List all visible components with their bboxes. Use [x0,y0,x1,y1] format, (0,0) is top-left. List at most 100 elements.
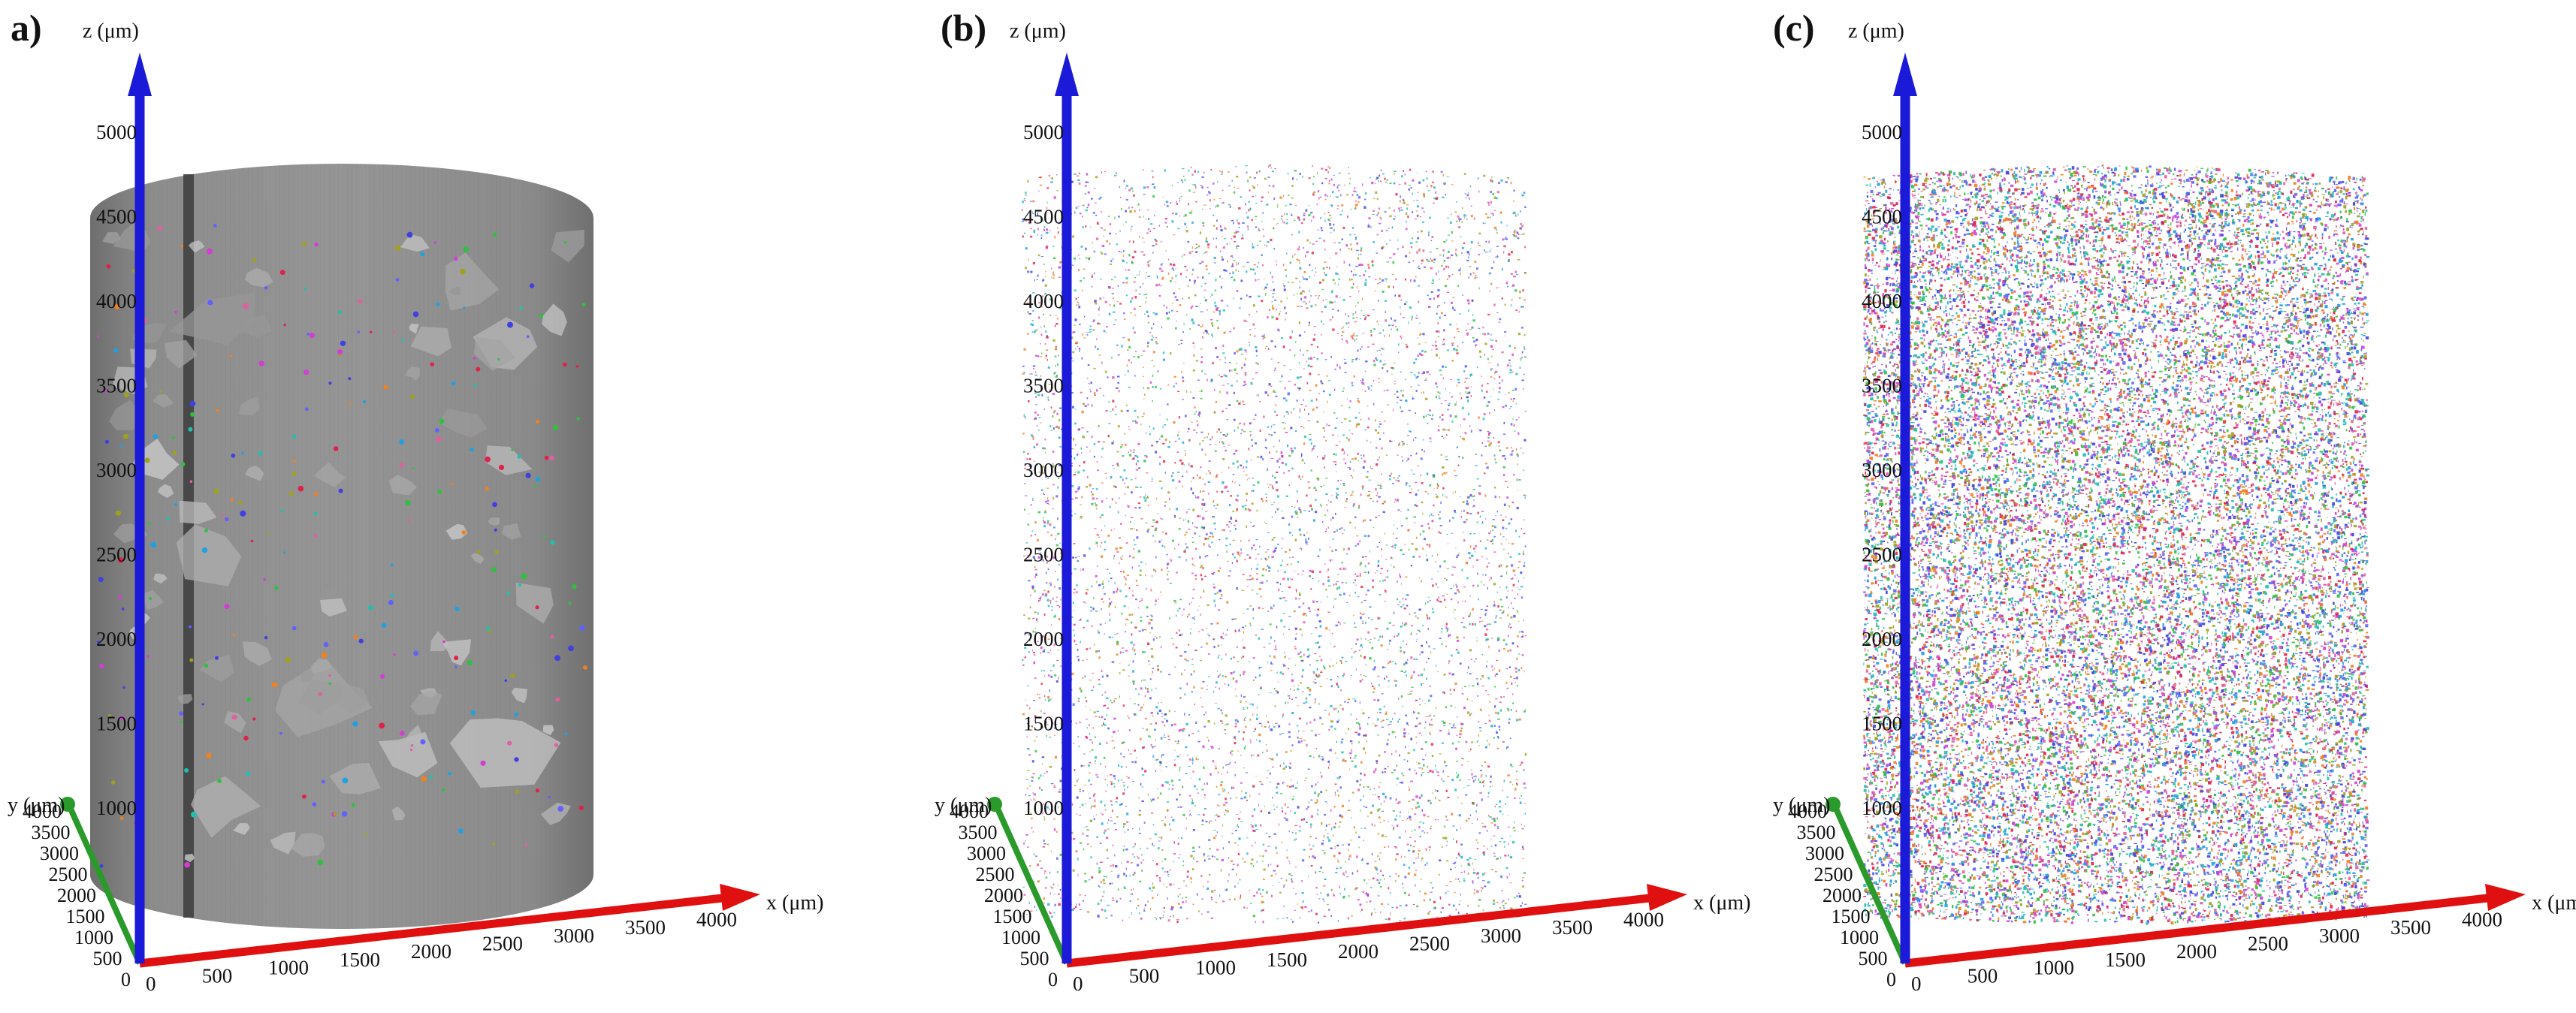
particle-point [1259,240,1261,242]
particle-point [1040,185,1042,186]
particle-point [1209,822,1210,824]
particle-point [1237,560,1238,562]
particle-point [1372,686,1374,687]
particle-point [1398,295,1400,297]
particle-point [1367,387,1370,388]
particle-point [1522,351,1524,354]
particle-point [1160,592,1161,593]
particle-point [1433,648,1436,649]
particle-point [1082,677,1083,679]
particle-point [1124,888,1126,889]
particle-point [1213,225,1216,227]
particle-point [1169,784,1170,785]
particle-point [1299,718,1301,720]
particle-point [1318,871,1321,872]
particle-point [1109,572,1110,574]
particle-point [1509,666,1511,668]
particle-point [1213,760,1215,762]
particle-point [1113,700,1114,702]
particle-point [1335,823,1336,825]
particle-point [1508,718,1510,720]
particle-point [1097,348,1099,351]
particle-point [1079,348,1080,350]
particle-point [1454,689,1455,691]
particle-point [1151,481,1152,482]
particle-point [1094,443,1095,445]
particle-point [1508,607,1509,608]
particle-point [1090,326,1092,327]
particle-point [1206,309,1208,310]
particle-point [1391,317,1392,320]
particle-point [1291,680,1294,682]
particle-point [1149,838,1152,839]
particle-point [1231,276,1233,278]
particle-point [1322,279,1324,282]
particle-point [1476,339,1478,341]
particle-point [1032,588,1034,589]
particle-point [1487,677,1490,680]
surface-particle [153,434,158,439]
particle-point [1150,799,1151,800]
particle-point [1516,402,1517,404]
particle-point [1373,363,1376,366]
particle-point [1238,818,1240,819]
particle-point [1456,840,1457,843]
particle-point [1263,844,1264,846]
particle-point [1079,903,1080,906]
particle-point [1394,731,1396,733]
particle-point [1315,490,1317,491]
particle-point [1037,425,1038,427]
particle-point [1389,335,1390,337]
particle-point [1202,819,1204,822]
particle-point [1184,464,1185,466]
particle-point [1136,487,1138,488]
particle-point [1156,441,1158,442]
particle-point [1032,320,1034,321]
y-tick-label: 0 [121,969,131,990]
particle-point [1421,748,1422,750]
particle-point [1437,289,1439,291]
particle-point [1271,359,1273,360]
particle-point [1348,849,1349,852]
particle-point [1149,888,1151,890]
particle-point [1174,841,1176,843]
particle-point [1499,841,1501,842]
particle-point [1438,430,1440,432]
particle-point [1357,302,1359,303]
particle-point [1221,781,1223,782]
particle-point [1091,503,1093,505]
particle-point [1169,508,1170,510]
particle-point [1152,535,1154,536]
particle-point [1124,319,1126,321]
particle-point [1478,899,1481,901]
particle-point [1524,710,1526,712]
particle-point [1442,429,1445,431]
particle-point [1435,494,1436,495]
particle-point [1378,496,1380,498]
particle-point [1444,825,1445,826]
particle-point [1182,331,1184,333]
particle-point [1471,215,1473,217]
particle-point [1334,826,1336,828]
particle-point [1137,456,1139,458]
particle-point [1037,234,1038,237]
particle-point [1035,750,1037,752]
particle-point [1270,773,1271,775]
particle-point [1074,325,1076,326]
particle-point [1104,549,1105,550]
particle-point [1080,788,1082,790]
particle-point [1512,693,1514,695]
particle-point [1475,275,1477,276]
particle-point [1412,799,1415,801]
particle-point [1388,846,1389,847]
particle-point [1299,362,1300,363]
particle-point [1241,280,1243,282]
particle-point [1512,644,1514,645]
particle-point [1216,356,1219,358]
particle-point [1350,461,1351,463]
particle-point [1073,332,1074,333]
particle-point [1407,659,1408,661]
particle-point [1073,543,1075,544]
particle-point [1261,498,1263,500]
surface-particle [292,626,297,631]
